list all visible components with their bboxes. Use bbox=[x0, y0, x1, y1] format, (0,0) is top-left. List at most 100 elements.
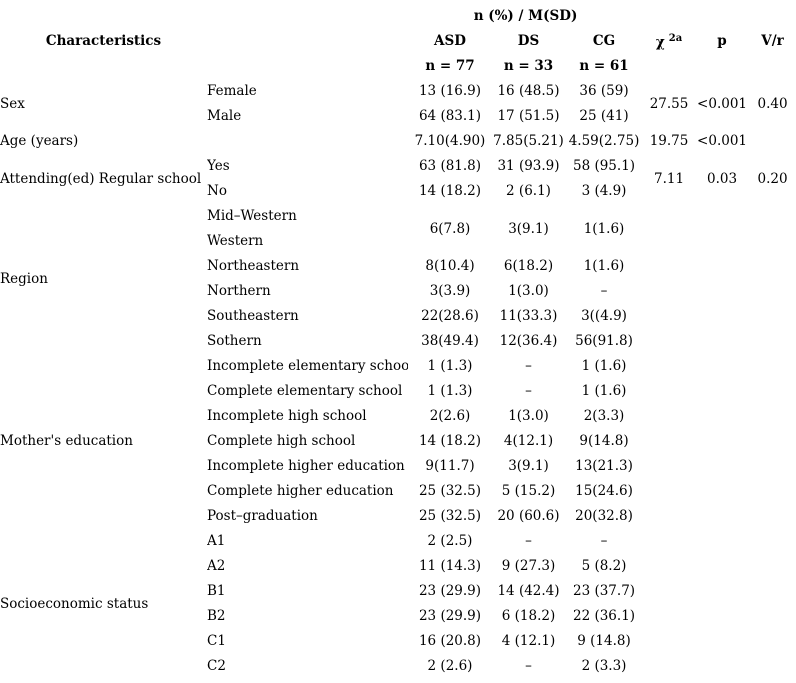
data-cell: 25 (32.5) bbox=[418, 483, 482, 500]
subcategory-cell: Incomplete higher education bbox=[207, 458, 405, 475]
data-cell: 20 (60.6) bbox=[497, 508, 560, 525]
data-cell: 7.10(4.90) bbox=[414, 133, 486, 150]
table-row: Post–graduation 25 (32.5) 20 (60.6) 20(3… bbox=[0, 504, 796, 529]
table-row: Western bbox=[0, 229, 796, 254]
table-row: Complete high school 14 (18.2) 4(12.1) 9… bbox=[0, 429, 796, 454]
group-label-region: Region bbox=[0, 270, 48, 287]
subcategory-cell: No bbox=[207, 183, 227, 200]
subcategory-cell: Western bbox=[207, 233, 264, 250]
spacer-cell bbox=[0, 4, 408, 29]
chi-superscript: 2a bbox=[668, 32, 683, 44]
data-cell: 5 (15.2) bbox=[501, 483, 556, 500]
data-cell: 5 (8.2) bbox=[581, 558, 627, 575]
spacer-cell bbox=[695, 354, 749, 529]
data-cell: 58 (95.1) bbox=[572, 158, 636, 175]
p-value-cell: <0.001 bbox=[697, 95, 748, 112]
data-cell: 14 (18.2) bbox=[418, 433, 482, 450]
table-row: Sex Female 13 (16.9) 16 (48.5) 36 (59) 2… bbox=[0, 79, 796, 111]
header-asd: ASD bbox=[434, 33, 466, 50]
data-cell: 25 (41) bbox=[579, 108, 629, 125]
data-cell: 14 (18.2) bbox=[418, 183, 482, 200]
header-n-asd: n = 77 bbox=[425, 58, 475, 75]
subcategory-cell: Incomplete elementary school bbox=[207, 358, 408, 375]
effect-size-cell: 0.40 bbox=[757, 95, 788, 112]
subcategory-cell: C2 bbox=[207, 658, 226, 675]
data-cell: 15(24.6) bbox=[575, 483, 633, 500]
subcategory-cell: Yes bbox=[207, 158, 230, 175]
spacer-cell bbox=[643, 529, 695, 679]
data-cell: 31 (93.9) bbox=[497, 158, 560, 175]
chi-squared-cell: 7.11 bbox=[654, 170, 685, 187]
data-cell: 1 (1.3) bbox=[427, 358, 473, 375]
data-cell: 9(11.7) bbox=[425, 458, 475, 475]
data-cell: 2 (2.6) bbox=[427, 658, 473, 675]
chi-symbol: χ bbox=[655, 34, 665, 51]
data-cell: 2 (3.3) bbox=[581, 658, 627, 675]
data-cell: 16 (48.5) bbox=[497, 83, 560, 100]
data-cell: 1 (1.3) bbox=[427, 383, 473, 400]
p-value-cell: 0.03 bbox=[707, 170, 738, 187]
spacer-cell bbox=[749, 354, 796, 529]
header-n-cg: n = 61 bbox=[579, 58, 629, 75]
p-value-cell: <0.001 bbox=[697, 133, 748, 150]
group-label-socioeconomic-status: Socioeconomic status bbox=[0, 595, 149, 612]
data-cell: 23 (29.9) bbox=[418, 608, 482, 625]
header-ds: DS bbox=[517, 33, 540, 50]
data-cell: 2(3.3) bbox=[583, 408, 625, 425]
data-cell: – bbox=[525, 358, 532, 375]
table-row: No 14 (18.2) 2 (6.1) 3 (4.9) bbox=[0, 179, 796, 204]
header-row-span-title: n (%) / M(SD) bbox=[0, 4, 796, 29]
header-effect-size: V/r bbox=[761, 33, 784, 50]
table-row: Sothern 38(49.4) 12(36.4) 56(91.8) bbox=[0, 329, 796, 354]
data-cell: 2 (2.5) bbox=[427, 533, 473, 550]
data-cell: 20(32.8) bbox=[575, 508, 633, 525]
header-characteristics: Characteristics bbox=[45, 33, 162, 50]
data-cell: 23 (37.7) bbox=[572, 583, 636, 600]
data-cell: 3((4.9) bbox=[581, 308, 627, 325]
subcategory-cell: Mid–Western bbox=[207, 208, 297, 225]
data-cell: 1(3.0) bbox=[508, 283, 549, 300]
spacer-cell bbox=[643, 4, 796, 29]
table-row: Socioeconomic status A1 2 (2.5) – – bbox=[0, 529, 796, 611]
data-cell: 38(49.4) bbox=[421, 333, 479, 350]
header-row-columns: Characteristics ASD DS CG χ 2a p V/r bbox=[0, 29, 796, 54]
group-label-mother-education: Mother's education bbox=[0, 433, 133, 450]
spacer-cell bbox=[643, 204, 695, 354]
data-cell: 11 (14.3) bbox=[418, 558, 482, 575]
data-cell: 11(33.3) bbox=[499, 308, 558, 325]
data-cell: – bbox=[525, 383, 532, 400]
data-cell: 6(7.8) bbox=[429, 220, 471, 237]
spacer-cell bbox=[207, 129, 408, 154]
data-cell: 23 (29.9) bbox=[418, 583, 482, 600]
data-cell: 36 (59) bbox=[579, 83, 629, 100]
data-cell: 9(14.8) bbox=[579, 433, 629, 450]
data-cell: 4 (12.1) bbox=[501, 633, 556, 650]
data-cell: 14 (42.4) bbox=[497, 583, 560, 600]
table-row: Region Mid–Western 6(7.8) 3(9.1) 1(1.6) bbox=[0, 204, 796, 286]
spacer-cell bbox=[695, 204, 749, 354]
header-p-value: p bbox=[717, 33, 727, 50]
data-cell: 3(9.1) bbox=[508, 458, 549, 475]
subcategory-cell: Northern bbox=[207, 283, 271, 300]
data-cell: 4.59(2.75) bbox=[568, 133, 640, 150]
data-cell: 17 (51.5) bbox=[497, 108, 560, 125]
subcategory-cell: Southeastern bbox=[207, 308, 299, 325]
spacer-cell bbox=[749, 529, 796, 679]
subcategory-cell: B2 bbox=[207, 608, 226, 625]
data-cell: 3(3.9) bbox=[429, 283, 471, 300]
table-row: C2 2 (2.6) – 2 (3.3) bbox=[0, 654, 796, 679]
data-cell: – bbox=[525, 533, 532, 550]
table-row: Complete higher education 25 (32.5) 5 (1… bbox=[0, 479, 796, 504]
table-row: Northeastern 8(10.4) 6(18.2) 1(1.6) bbox=[0, 254, 796, 279]
data-cell: 3 (4.9) bbox=[581, 183, 627, 200]
subcategory-cell: Complete higher education bbox=[207, 483, 394, 500]
data-cell: 16 (20.8) bbox=[418, 633, 482, 650]
table-row: Southeastern 22(28.6) 11(33.3) 3((4.9) bbox=[0, 304, 796, 329]
chi-squared-cell: 27.55 bbox=[649, 95, 689, 112]
spacer-cell bbox=[0, 54, 408, 79]
data-cell: 22 (36.1) bbox=[572, 608, 636, 625]
subcategory-cell: A2 bbox=[207, 558, 226, 575]
subcategory-cell: Incomplete high school bbox=[207, 408, 367, 425]
data-cell: 7.85(5.21) bbox=[493, 133, 564, 150]
data-cell: 9 (14.8) bbox=[577, 633, 631, 650]
